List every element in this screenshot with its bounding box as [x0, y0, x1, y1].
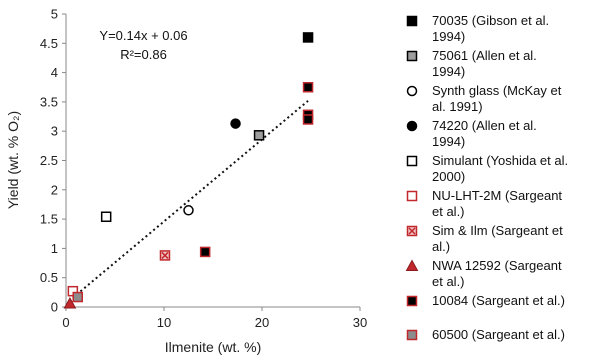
legend-label: 1994) — [432, 64, 465, 79]
data-points — [63, 32, 314, 309]
trendline-layer — [68, 100, 309, 302]
legend-marker — [406, 85, 418, 97]
legend-item: Simulant (Yoshida et al.2000) — [406, 153, 568, 184]
data-point-cross — [161, 251, 169, 259]
data-point — [302, 32, 314, 43]
legend-label: 1994) — [432, 29, 465, 44]
y-tick-label: 1.5 — [40, 212, 58, 227]
legend-marker — [406, 15, 418, 27]
annotation-box — [92, 24, 195, 66]
x-tick-label: 30 — [353, 315, 367, 330]
y-tick-label: 3 — [51, 124, 58, 139]
equation-label: Y=0.14x + 0.06 — [99, 28, 187, 43]
axes: 0 0.5 1 1.5 2 2.5 3 3.5 4 4.5 5 0 10 20 30 — [40, 7, 367, 331]
legend-item: 60500 (Sargeant et al.) — [406, 327, 565, 342]
legend-marker — [406, 190, 418, 202]
legend-label: 70035 (Gibson et al. — [432, 13, 549, 28]
y-tick-label: 5 — [51, 7, 58, 22]
legend-label: Synth glass (McKay et — [432, 83, 562, 98]
y-tick-label: 2 — [51, 182, 58, 197]
x-tick-label: 0 — [62, 315, 69, 330]
x-tick-label: 20 — [255, 315, 269, 330]
legend: 70035 (Gibson et al.1994)75061 (Allen et… — [405, 13, 568, 342]
data-point — [183, 205, 194, 216]
legend-label: al. 1991) — [432, 99, 483, 114]
y-tick-label: 1 — [51, 241, 58, 256]
legend-marker — [406, 155, 418, 167]
legend-label: NU-LHT-2M (Sargeant — [432, 188, 562, 203]
legend-label: Sim & Ilm (Sargeant et — [432, 223, 563, 238]
data-point — [72, 291, 84, 303]
y-tick-label: 2.5 — [40, 153, 58, 168]
trendline — [68, 100, 309, 302]
legend-marker — [406, 329, 418, 341]
data-point — [302, 114, 314, 125]
y-tick-label: 4.5 — [40, 36, 58, 51]
legend-label: et al.) — [432, 274, 465, 289]
x-axis-label: Ilmenite (wt. %) — [165, 339, 261, 355]
y-tick-label: 4 — [51, 65, 58, 80]
data-point — [302, 82, 314, 93]
legend-label: Simulant (Yoshida et al. — [432, 153, 568, 168]
legend-label: 60500 (Sargeant et al.) — [432, 327, 565, 342]
legend-label: al.) — [432, 239, 450, 254]
data-point — [230, 118, 241, 129]
data-point — [63, 296, 77, 309]
legend-marker — [406, 295, 418, 307]
y-tick-label: 0.5 — [40, 270, 58, 285]
legend-marker — [406, 225, 418, 237]
legend-marker — [405, 259, 419, 271]
data-point — [159, 250, 171, 261]
y-tick-label: 0 — [51, 300, 58, 315]
legend-item: 75061 (Allen et al.1994) — [406, 48, 537, 79]
legend-label: et al.) — [432, 204, 465, 219]
r-squared-label: R²=0.86 — [120, 47, 167, 62]
data-point — [253, 130, 265, 141]
legend-label: 75061 (Allen et al. — [432, 48, 537, 63]
legend-label: NWA 12592 (Sargeant — [432, 258, 562, 273]
legend-marker — [406, 120, 418, 132]
data-point — [100, 211, 112, 223]
legend-item: 74220 (Allen et al.1994) — [406, 118, 537, 149]
legend-label: 10084 (Sargeant et al.) — [432, 293, 565, 308]
y-tick-label: 3.5 — [40, 94, 58, 109]
y-axis-label: Yield (wt. % O₂) — [5, 111, 21, 209]
legend-item: 10084 (Sargeant et al.) — [406, 293, 565, 308]
legend-item: 70035 (Gibson et al.1994) — [406, 13, 549, 44]
legend-label: 2000) — [432, 169, 465, 184]
legend-marker — [406, 50, 418, 62]
legend-marker-cross — [408, 227, 416, 235]
legend-label: 1994) — [432, 134, 465, 149]
data-point — [199, 246, 211, 258]
annotation: Y=0.14x + 0.06 R²=0.86 — [92, 24, 195, 66]
legend-label: 74220 (Allen et al. — [432, 118, 537, 133]
x-tick-label: 10 — [157, 315, 171, 330]
